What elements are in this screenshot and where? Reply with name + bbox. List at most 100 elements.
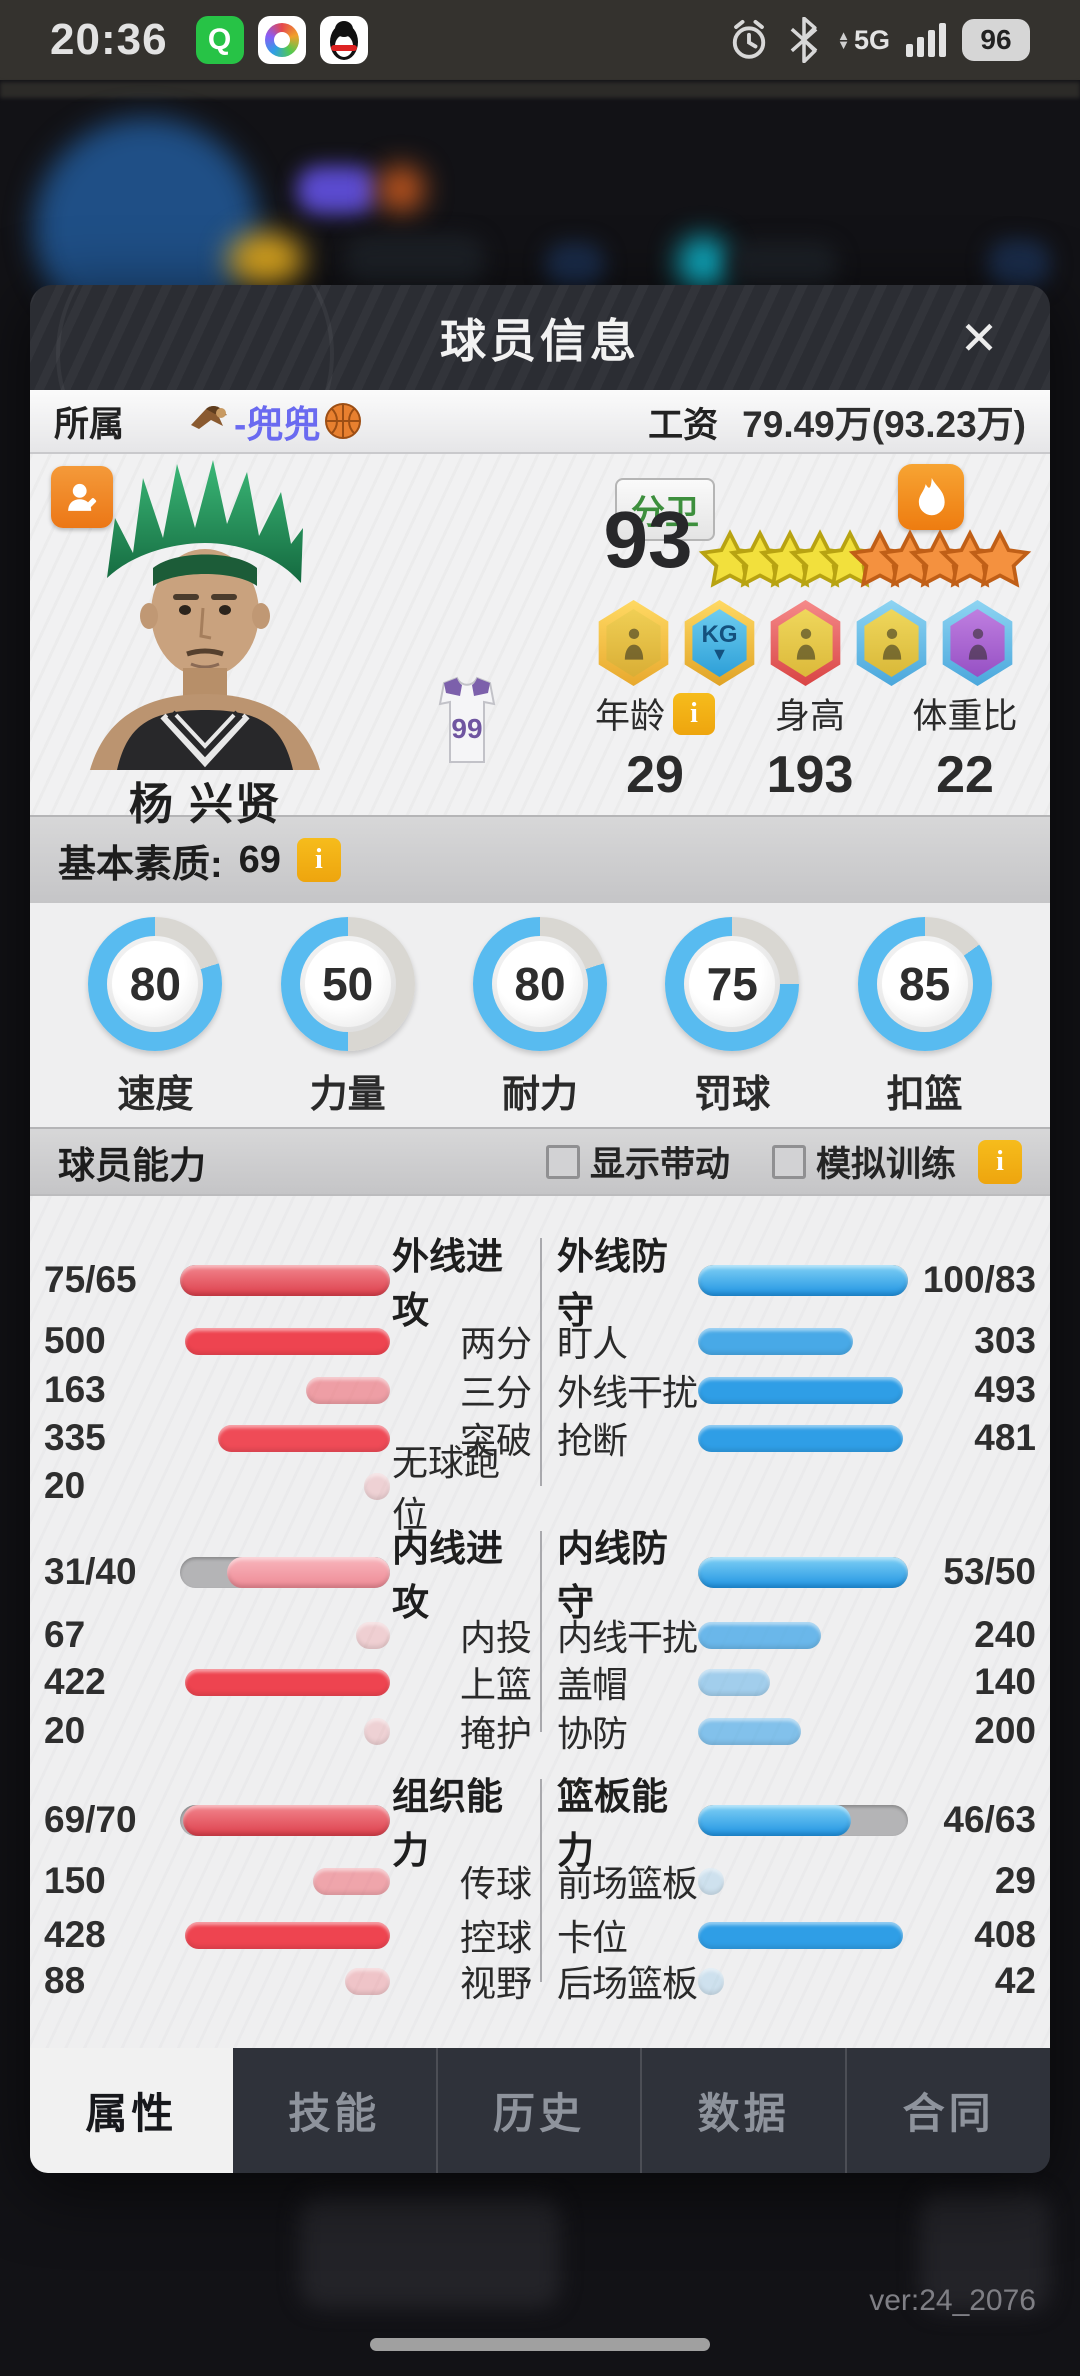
ability-header-bar: 球员能力 i 显示带动 模拟训练 — [30, 1127, 1050, 1196]
bluetooth-icon — [790, 17, 818, 63]
stat-value: 481 — [974, 1417, 1036, 1458]
tab-属性[interactable]: 属性 — [30, 2048, 233, 2173]
tab-历史[interactable]: 历史 — [435, 2048, 641, 2173]
stat-header-row: 31/40 内线进攻 内线防守 53/50 — [30, 1528, 1050, 1623]
gauge-罚球: 75 罚球 — [665, 917, 800, 1118]
checkbox-box[interactable] — [546, 1144, 580, 1179]
attribute-value: 193 — [766, 746, 854, 804]
stat-value: 31/40 — [44, 1551, 137, 1592]
gauge-value: 80 — [129, 958, 181, 1010]
stat-label: 视野 — [459, 1963, 532, 2004]
stat-bar — [178, 1367, 390, 1413]
stat-label: 内投 — [459, 1617, 532, 1658]
stat-row: 163 三分 外线干扰 493 — [30, 1367, 1050, 1413]
stat-bar — [178, 1797, 390, 1843]
game-background-pill — [545, 243, 605, 287]
stat-label: 突破 — [459, 1420, 532, 1461]
gauge-value: 75 — [706, 958, 758, 1010]
flame-icon[interactable] — [898, 464, 964, 530]
column-divider — [540, 1238, 542, 1486]
game-background-pill — [345, 236, 485, 286]
signal-bars-icon — [906, 23, 946, 57]
salary-value: 79.49万(93.23万) — [742, 404, 1026, 445]
checkbox-模拟训练[interactable]: 模拟训练 — [772, 1129, 956, 1194]
team-name-group[interactable]: -兜兜 — [188, 394, 362, 448]
stat-label: 前场篮板 — [557, 1863, 698, 1904]
stat-bar — [698, 1549, 910, 1595]
player-portrait — [90, 460, 320, 770]
gauge-label: 速度 — [117, 1074, 194, 1116]
gauge-label: 力量 — [309, 1074, 386, 1116]
stat-bar — [178, 1257, 390, 1303]
stat-bar — [698, 1257, 910, 1303]
attribute-年龄: 年龄 i 29 — [570, 688, 740, 805]
checkbox-box[interactable] — [772, 1144, 806, 1179]
stat-bar — [178, 1463, 390, 1509]
affiliation-row: 所属 -兜兜 工资 79.49万(93.23万) — [30, 390, 1050, 454]
info-icon[interactable]: i — [978, 1140, 1022, 1184]
stat-bar — [178, 1612, 390, 1658]
stat-bar — [178, 1318, 390, 1364]
info-icon[interactable]: i — [296, 838, 341, 882]
attribute-value: 29 — [626, 746, 684, 804]
checkbox-显示带动[interactable]: 显示带动 — [546, 1129, 730, 1194]
dialog-title: 球员信息 — [440, 314, 640, 367]
stat-label: 外线干扰 — [557, 1372, 698, 1413]
stat-bar — [178, 1549, 390, 1595]
stat-value: 422 — [44, 1661, 106, 1702]
tab-数据[interactable]: 数据 — [640, 2048, 845, 2173]
stat-value: 20 — [44, 1465, 86, 1506]
info-icon[interactable]: i — [673, 692, 715, 735]
stat-row: 20 掩护 协防 200 — [30, 1708, 1050, 1754]
tab-技能[interactable]: 技能 — [288, 2090, 381, 2137]
version-text: ver:24_2076 — [869, 2284, 1036, 2317]
notification-icons: Q — [195, 16, 368, 64]
stat-label: 内线进攻 — [392, 1528, 503, 1623]
stat-bar — [178, 1415, 390, 1461]
star-rating — [698, 528, 1032, 592]
gauge-value: 50 — [322, 958, 374, 1010]
game-background-dot — [378, 166, 424, 212]
stat-value: 100/83 — [922, 1259, 1036, 1300]
system-status-icons: ▲ ▼ 5G 96 — [727, 17, 1030, 63]
close-icon[interactable]: ✕ — [959, 311, 999, 364]
stats-panel: 75/65 外线进攻 外线防守 100/83 500 两分 盯人 303 163 三分 外线干扰 49… — [30, 1196, 1050, 2048]
game-background-pill — [988, 240, 1050, 288]
edit-player-icon[interactable] — [51, 466, 113, 528]
gauge-速度: 80 速度 — [88, 917, 223, 1118]
stat-row: 67 内投 内线干扰 240 — [30, 1612, 1050, 1658]
stat-bar — [698, 1318, 910, 1364]
tab-bar: 属性 技能 历史 数据 合同 — [30, 2048, 1050, 2173]
tab-合同[interactable]: 合同 — [845, 2048, 1050, 2173]
column-divider — [540, 1779, 542, 1982]
base-quality-label: 基本素质: — [58, 843, 223, 886]
stat-label: 上篮 — [459, 1664, 532, 1705]
stat-value: 46/63 — [943, 1799, 1036, 1840]
gauge-value: 85 — [899, 958, 951, 1010]
stat-value: 428 — [44, 1914, 106, 1955]
stat-label: 盯人 — [557, 1323, 628, 1364]
attribute-label: 年龄 — [594, 697, 665, 736]
alarm-icon — [732, 19, 766, 59]
gauges-row: 80 速度 50 力量 80 耐力 75 罚球 85 扣篮 — [30, 917, 1050, 1118]
stat-value: 88 — [44, 1960, 86, 2001]
stat-bar — [178, 1858, 390, 1904]
attribute-value: 22 — [936, 746, 994, 804]
stat-label: 外线防守 — [557, 1236, 668, 1331]
stat-bar — [698, 1708, 910, 1754]
stat-label: 控球 — [459, 1917, 532, 1958]
column-divider — [540, 1531, 542, 1732]
stat-label: 三分 — [459, 1372, 532, 1413]
stat-value: 150 — [44, 1860, 106, 1901]
stat-label: 内线干扰 — [557, 1617, 698, 1658]
stat-bar — [698, 1612, 910, 1658]
game-background-bar — [0, 82, 1080, 98]
gesture-handle[interactable] — [370, 2338, 710, 2351]
orange-star-icon — [968, 528, 1032, 592]
jersey-number-icon: 99 — [438, 676, 496, 763]
stat-row: 150 传球 前场篮板 29 — [30, 1858, 1050, 1904]
stat-header-row: 69/70 组织能力 篮板能力 46/63 — [30, 1776, 1050, 1871]
stat-value: 140 — [974, 1661, 1036, 1702]
player-info-dialog: 球员信息 ✕ 所属 -兜兜 工资 79.49万(93.23万) — [30, 285, 1050, 2173]
stat-label: 抢断 — [557, 1420, 628, 1461]
